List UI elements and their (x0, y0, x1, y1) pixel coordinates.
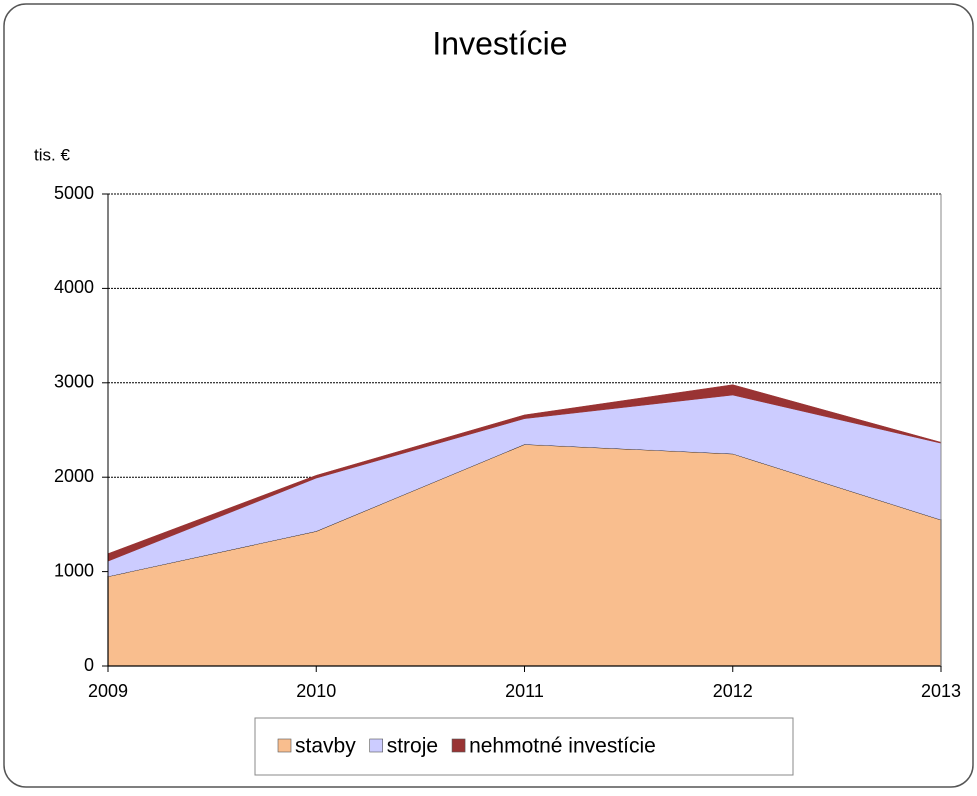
y-axis-label: tis. € (34, 145, 70, 164)
legend-swatch (451, 738, 466, 753)
y-tick-label: 2000 (54, 466, 94, 486)
legend-label: stavby (295, 735, 356, 758)
x-tick-label: 2012 (713, 681, 753, 701)
legend-box (254, 717, 794, 776)
frame (3, 3, 974, 788)
y-tick-label: 5000 (54, 183, 94, 203)
x-tick-label: 2009 (88, 681, 128, 701)
y-tick-label: 3000 (54, 372, 94, 392)
x-tick-label: 2011 (505, 681, 544, 701)
legend-swatch (369, 738, 384, 753)
x-tick-label: 2013 (921, 681, 961, 701)
legend-label: stroje (387, 735, 438, 758)
y-tick-label: 0 (84, 655, 94, 675)
y-tick-label: 1000 (54, 560, 94, 580)
legend-swatch (277, 738, 292, 753)
x-tick-label: 2010 (296, 681, 336, 701)
chart-title: Investície (432, 25, 567, 61)
y-tick-label: 4000 (54, 277, 94, 297)
legend-label: nehmotné investície (469, 735, 656, 758)
